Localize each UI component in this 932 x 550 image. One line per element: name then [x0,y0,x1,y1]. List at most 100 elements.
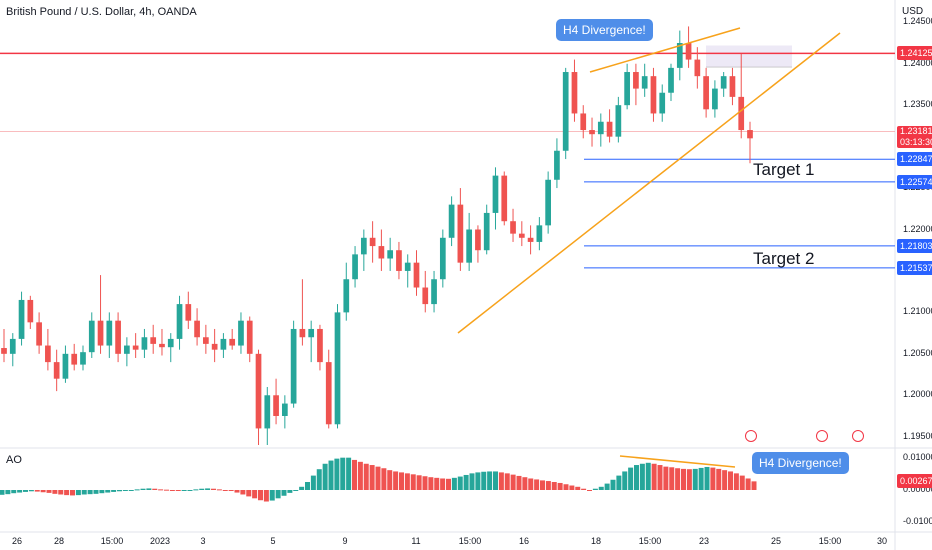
ao-bar [681,468,686,490]
time-axis-tick: 25 [770,536,782,546]
chart-title: British Pound / U.S. Dollar, 4h, OANDA [6,6,197,18]
time-axis-tick: 28 [53,536,65,546]
candle-body [641,76,648,89]
price-axis-tick: 1.22000 [903,223,932,234]
ao-bar [40,490,46,493]
ao-bar [728,471,733,490]
candle-body [659,92,666,114]
candle-body [317,328,323,363]
ao-bar [745,478,751,490]
ao-bar [211,488,216,490]
ao-bar [645,462,651,490]
ao-bar [628,467,634,490]
ao-bar [187,490,193,491]
ao-bar [5,490,11,495]
ao-divergence-line [619,455,736,468]
ao-bar [193,489,199,491]
candle-body [536,225,543,242]
ao-bar [46,490,52,493]
candle-body [633,72,639,89]
candle-body [71,353,78,365]
ao-bar [451,477,457,490]
candle-body [246,320,253,354]
ao-bar [698,467,704,490]
ao-bar [733,473,739,490]
ao-bar [322,463,328,490]
ao-bar [616,475,622,490]
time-axis-tick: 15:00 [638,536,662,546]
last-price-tag: 1.23181 03:13:30 [897,125,932,148]
ao-bar [440,478,446,490]
ao-bar [0,490,5,495]
ao-last-value-tag: 0.00267 [897,474,932,489]
time-axis-tick: 15:00 [100,536,124,546]
candle-body [281,403,288,416]
time-axis-tick: 9 [342,536,348,546]
candle-body [150,337,157,344]
ao-bar [399,472,404,490]
time-axis-tick: 15:00 [458,536,482,546]
ao-bar [334,458,340,490]
ao-bar [93,490,99,494]
candle-body [115,320,121,354]
candle-body [413,262,420,288]
ao-bar [99,490,105,494]
ao-bar [81,490,87,495]
flag-icon [745,430,757,442]
time-axis-tick: 23 [698,536,710,546]
candle-body [9,338,16,354]
time-axis-tick: 18 [590,536,602,546]
ao-bar [328,460,334,490]
ao-bar [704,466,710,490]
candle-body [729,76,736,97]
price-axis-tick: 1.24500 [903,16,932,27]
price-axis-tick: 1.21000 [903,306,932,317]
ao-bar [263,490,269,502]
ao-bar [105,490,111,493]
price-axis-tick: 1.24000 [903,57,932,68]
ao-bar [340,457,346,490]
candle-body [80,352,86,365]
candle-body [334,312,341,425]
ao-bar [70,490,75,496]
candle-body [448,204,455,238]
candle-body [141,337,148,350]
candle-body [36,322,42,346]
candle-body [273,395,279,416]
ao-bar [305,482,310,490]
ao-bar [181,490,187,491]
ao-bar [205,488,211,490]
ao-bar [516,475,522,490]
candle-body [589,130,595,135]
ao-bar [416,475,422,490]
ao-bar [551,482,557,490]
candle-body [685,43,692,60]
ao-bar [534,479,540,490]
ao-bar [493,471,498,490]
ao-bar [622,471,628,490]
time-axis-tick: 15:00 [818,536,842,546]
candle-body [712,88,718,110]
ao-bar [657,465,663,490]
ao-bar [111,490,117,492]
ao-bar [52,490,58,494]
ao-bar [481,471,487,490]
candle-body [1,348,7,354]
ao-bar [446,478,451,490]
bar-countdown: 03:13:30 [900,136,932,147]
ao-bar [128,490,134,491]
candle-body [343,279,350,313]
price-axis-tick: 1.20500 [903,347,932,358]
candle-body [606,121,613,137]
ao-bar [592,488,598,490]
candle-body [159,343,165,348]
candle-body [624,72,630,106]
candle-body [290,328,297,404]
ao-bar [175,490,181,491]
ao-bar [17,490,23,493]
ao-bar [134,489,140,491]
candle-body [176,304,183,339]
